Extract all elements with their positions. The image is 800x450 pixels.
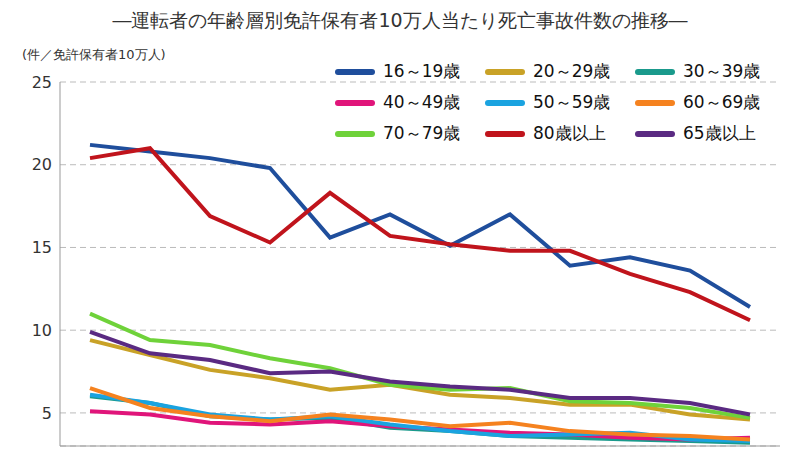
html-text:20～29歳: 20～29歳	[533, 61, 611, 81]
html-text:40～49歳: 40～49歳	[383, 92, 461, 112]
html-text:65歳以上: 65歳以上	[683, 123, 756, 143]
html-text:30～39歳: 30～39歳	[683, 61, 761, 81]
html-text:―運転者の年齢層別免許保有者10万人当たり死亡事故件数の推移: ―運転者の年齢層別免許保有者10万人当たり死亡事故件数の推移―	[112, 9, 688, 31]
html-text:16～19歳: 16～19歳	[383, 61, 461, 81]
svg-text:25: 25	[32, 73, 52, 92]
html-text:60～69歳: 60～69歳	[683, 92, 761, 112]
svg-text:5: 5	[42, 404, 52, 423]
html-text:70～79歳: 70～79歳	[383, 123, 461, 143]
svg-text:10: 10	[32, 321, 52, 340]
html-text:80歳以上: 80歳以上	[533, 123, 606, 143]
html-text:(件／免許保有者10万人): (件／免許保有者10万人)	[22, 47, 166, 62]
svg-text:20: 20	[32, 155, 52, 174]
svg-text:15: 15	[32, 238, 52, 257]
html-text:50～59歳: 50～59歳	[533, 92, 611, 112]
